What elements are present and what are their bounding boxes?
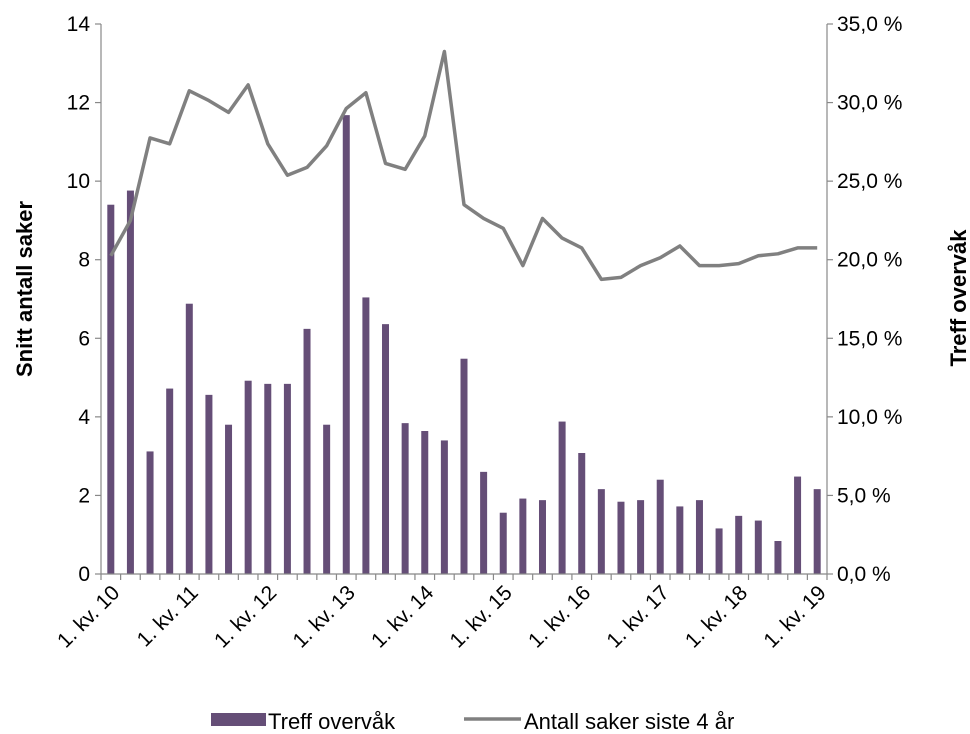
- right-tick-label: 10,0 %: [837, 406, 902, 429]
- bar-treff-overvak: [107, 204, 115, 574]
- left-tick-label: 4: [78, 406, 90, 429]
- left-tick-label: 0: [78, 563, 90, 586]
- left-tick-label: 10: [67, 170, 90, 193]
- line-antall-saker: [109, 49, 818, 282]
- x-tick-label: 1. kv. 15: [445, 581, 516, 652]
- bar-treff-overvak: [735, 515, 743, 574]
- right-tick-label: 35,0 %: [837, 13, 902, 36]
- bar-treff-overvak: [656, 479, 664, 574]
- bar-treff-overvak: [185, 303, 193, 574]
- right-axis-title: Treff overvåk: [946, 229, 970, 367]
- right-tick-label: 20,0 %: [837, 249, 902, 272]
- bar-treff-overvak: [813, 489, 821, 574]
- left-tick-label: 8: [78, 249, 90, 272]
- bar-treff-overvak: [283, 383, 291, 574]
- bar-treff-overvak: [519, 498, 527, 574]
- x-tick-label: 1. kv. 11: [133, 581, 203, 651]
- bar-treff-overvak: [323, 424, 331, 574]
- legend-swatch-treff-overvak: [211, 713, 266, 726]
- x-tick-label: 1. kv. 13: [289, 581, 360, 652]
- bar-treff-overvak: [617, 501, 625, 574]
- x-tick-label: 1. kv. 10: [53, 581, 124, 652]
- legend-label-antall-saker: Antall saker siste 4 år: [524, 709, 734, 734]
- bar-treff-overvak: [146, 451, 154, 574]
- bar-treff-overvak: [578, 453, 586, 574]
- right-tick-label: 5,0 %: [837, 484, 891, 507]
- x-tick-label: 1. kv. 18: [681, 581, 752, 652]
- right-tick-label: 15,0 %: [837, 327, 902, 350]
- bar-treff-overvak: [754, 520, 762, 574]
- bar-treff-overvak: [166, 388, 174, 574]
- legend: Treff overvåk Antall saker siste 4 år: [211, 709, 734, 734]
- legend-label-treff-overvak: Treff overvåk: [268, 709, 396, 734]
- x-tick-label: 1. kv. 16: [524, 581, 595, 652]
- bar-treff-overvak: [499, 512, 507, 574]
- line-series-antall-saker: [109, 49, 818, 282]
- x-axis-ticks: 1. kv. 10 1. kv. 11 1. kv. 12 1. kv. 13 1. k…: [53, 574, 831, 653]
- bar-treff-overvak: [460, 358, 468, 574]
- bar-treff-overvak: [695, 500, 703, 574]
- bar-treff-overvak: [440, 440, 448, 574]
- bar-treff-overvak: [538, 500, 546, 574]
- left-tick-label: 6: [78, 327, 90, 350]
- right-axis-ticks: 0,0 % 5,0 % 10,0 % 15,0 % 20,0 % 25,0 % 30,0 %…: [827, 13, 902, 586]
- bar-treff-overvak: [401, 423, 409, 574]
- right-tick-label: 0,0 %: [837, 563, 891, 586]
- bar-treff-overvak: [774, 541, 782, 574]
- axes: [100, 24, 828, 575]
- left-tick-label: 14: [67, 13, 91, 36]
- left-axis-ticks: 0 2 4 6 8 10 12 14: [67, 13, 101, 586]
- bar-treff-overvak: [597, 489, 605, 574]
- left-tick-label: 12: [67, 92, 90, 115]
- bar-treff-overvak: [205, 394, 213, 574]
- left-axis-title: Snitt antall saker: [12, 201, 37, 378]
- x-tick-label: 1. kv. 19: [759, 581, 830, 652]
- bar-treff-overvak: [244, 380, 252, 574]
- bar-treff-overvak: [676, 506, 684, 574]
- bar-treff-overvak: [303, 328, 311, 574]
- bar-treff-overvak: [264, 383, 272, 574]
- right-tick-label: 30,0 %: [837, 92, 902, 115]
- bar-treff-overvak: [382, 324, 390, 574]
- right-tick-label: 25,0 %: [837, 170, 902, 193]
- x-tick-label: 1. kv. 17: [602, 581, 673, 652]
- bar-treff-overvak: [637, 500, 645, 574]
- bar-treff-overvak: [715, 528, 723, 574]
- bar-treff-overvak: [126, 190, 134, 574]
- bar-treff-overvak: [558, 421, 566, 574]
- bar-treff-overvak: [421, 431, 429, 574]
- bar-treff-overvak: [342, 115, 350, 574]
- bar-treff-overvak: [794, 476, 802, 574]
- left-tick-label: 2: [78, 484, 90, 507]
- x-tick-label: 1. kv. 14: [367, 581, 439, 653]
- x-tick-label: 1. kv. 12: [210, 581, 281, 652]
- bar-treff-overvak: [480, 471, 488, 574]
- bar-series-treff-overvak: [107, 115, 821, 574]
- bar-treff-overvak: [362, 297, 370, 574]
- bar-treff-overvak: [225, 424, 233, 574]
